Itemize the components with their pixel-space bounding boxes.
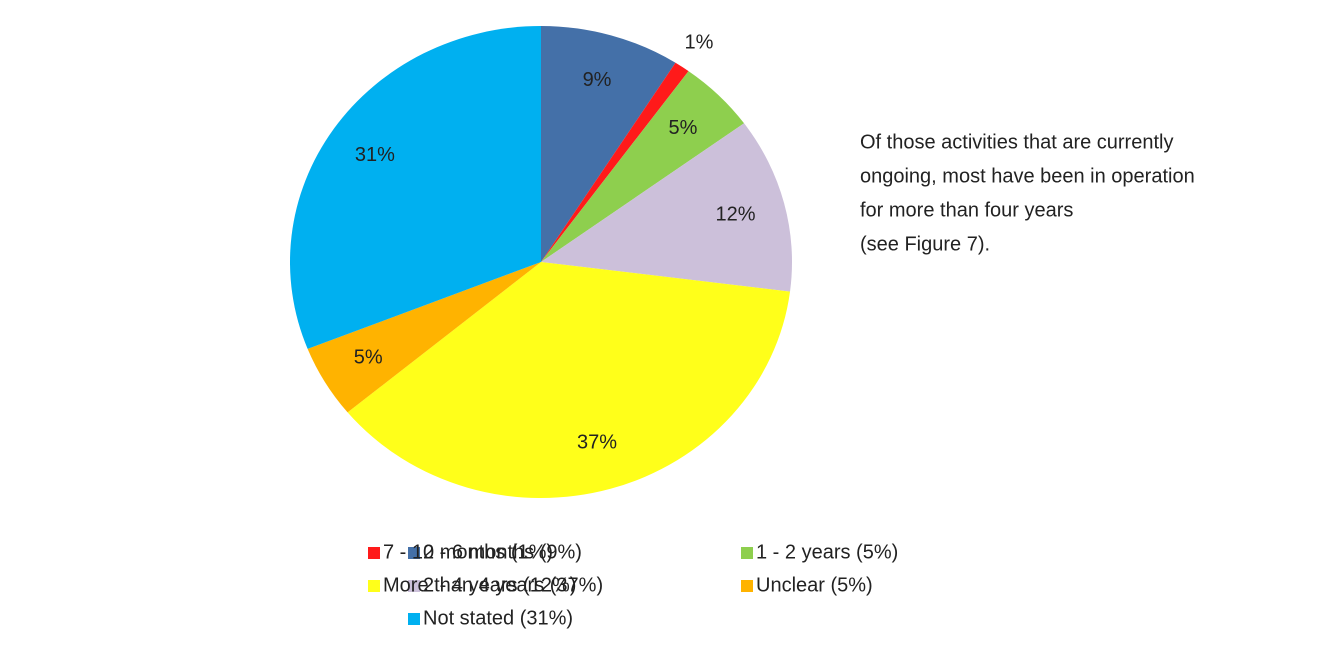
legend-swatch <box>408 580 420 592</box>
annotation: for more than four years <box>860 199 1073 221</box>
data-label: 31% <box>355 144 395 166</box>
legend-label: 7 - 12 months (1%) <box>383 541 553 563</box>
data-label: 5% <box>669 117 698 139</box>
legend-label: More than 4 years (37%) <box>383 574 603 596</box>
data-label: 9% <box>583 69 612 91</box>
pie-slice <box>541 71 745 262</box>
pie-slice <box>290 26 541 349</box>
pie-slice <box>541 123 793 292</box>
pie-slice <box>541 62 689 262</box>
legend-swatch <box>741 580 753 592</box>
pie-slice <box>347 262 791 499</box>
pie-slice <box>541 26 676 262</box>
annotation: ongoing, most have been in operation <box>860 165 1195 187</box>
data-label: 37% <box>577 432 617 454</box>
annotation: Of those activities that are currently <box>860 131 1173 153</box>
legend-label: 2 - 4 years (12%) <box>423 574 576 596</box>
data-label: 1% <box>685 32 714 54</box>
data-label: 5% <box>354 346 383 368</box>
legend-swatch <box>741 547 753 559</box>
legend-swatch <box>368 580 380 592</box>
legend-label: Unclear (5%) <box>756 574 873 596</box>
legend-label: 0 - 6 months (9%) <box>423 541 582 563</box>
legend-label: 1 - 2 years (5%) <box>756 541 898 563</box>
legend-swatch <box>368 547 380 559</box>
legend-label: Not stated (31%) <box>423 607 573 629</box>
data-label: 12% <box>715 203 755 225</box>
annotation: (see Figure 7). <box>860 233 990 255</box>
legend-swatch <box>408 613 420 625</box>
pie-slice <box>307 262 541 413</box>
legend-swatch <box>408 547 420 559</box>
